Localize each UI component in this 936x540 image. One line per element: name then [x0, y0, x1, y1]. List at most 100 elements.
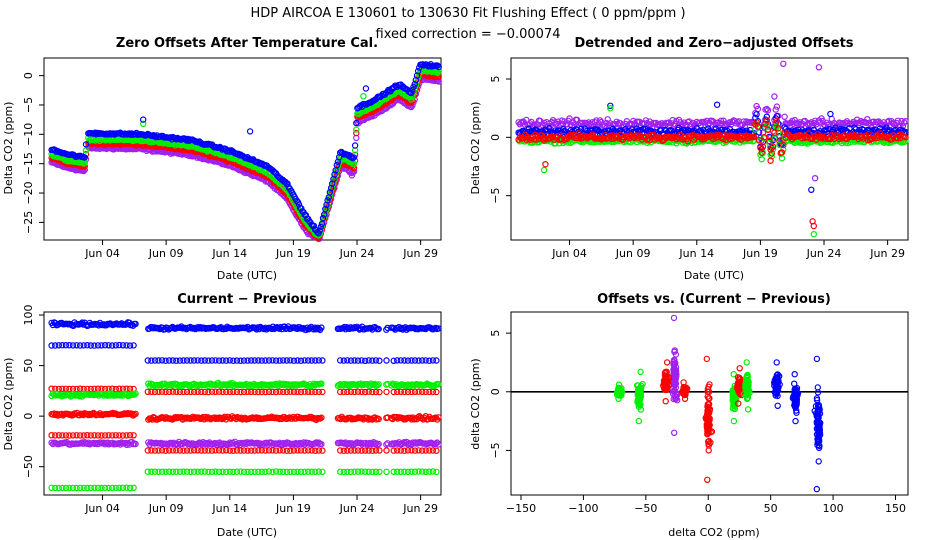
data-point: [637, 368, 644, 375]
data-point: [319, 468, 326, 475]
data-point: [815, 458, 822, 465]
x-tick-label: Jun 29: [402, 502, 438, 515]
data-point: [763, 105, 771, 113]
data-point: [324, 197, 331, 204]
data-point: [130, 432, 137, 439]
data-point: [127, 131, 134, 138]
data-point: [594, 126, 601, 133]
data-point: [383, 447, 390, 454]
data-point: [246, 128, 254, 135]
data-point: [862, 119, 870, 127]
data-point: [671, 429, 678, 436]
data-point: [540, 166, 548, 174]
plot-frame: [43, 57, 442, 241]
y-tick-label: −5: [22, 97, 35, 113]
data-point: [350, 160, 358, 167]
x-tick-label: Jun 19: [275, 502, 311, 515]
data-point: [326, 188, 334, 196]
x-tick-label: 50: [764, 502, 778, 515]
data-point: [322, 209, 329, 217]
plot-zero-offsets: Zero Offsets After Temperature Cal. Date…: [2, 36, 442, 282]
data-point: [670, 314, 678, 322]
data-point: [730, 417, 738, 425]
data-point: [902, 117, 909, 125]
data-point: [331, 171, 338, 178]
data-point: [764, 107, 772, 114]
data-point: [894, 117, 902, 125]
data-point: [542, 160, 549, 168]
data-point: [321, 213, 328, 221]
data-point: [316, 227, 323, 234]
data-point: [815, 64, 823, 71]
x-axis-label: Date (UTC): [217, 526, 277, 539]
y-axis-label: Delta CO2 (ppm): [469, 102, 482, 195]
data-point: [376, 388, 383, 396]
data-point: [566, 115, 573, 122]
x-tick-label: Jun 24: [806, 247, 842, 260]
data-point: [808, 186, 815, 193]
data-point: [82, 141, 90, 148]
data-point: [319, 357, 326, 364]
plot-title: Zero Offsets After Temperature Cal.: [116, 36, 378, 51]
data-point: [376, 447, 383, 454]
y-tick-label: 0: [489, 134, 502, 141]
data-point: [552, 127, 559, 134]
data-point: [663, 359, 671, 366]
data-point: [322, 205, 329, 213]
data-point: [771, 93, 778, 100]
y-tick-label: −20: [22, 181, 35, 204]
x-tick-label: Jun 24: [339, 502, 375, 515]
data-point: [408, 89, 415, 97]
data-point: [546, 124, 553, 132]
x-tick-label: 100: [823, 502, 844, 515]
data-point: [130, 342, 137, 349]
data-point: [901, 119, 908, 126]
data-point: [781, 113, 788, 121]
data-point: [763, 113, 771, 120]
data-point: [433, 447, 440, 454]
x-axis-label: Date (UTC): [217, 269, 277, 282]
x-tick-label: 0: [705, 502, 712, 515]
data-point: [813, 485, 821, 493]
data-point: [744, 406, 752, 413]
data-point: [774, 402, 781, 409]
x-tick-label: −50: [634, 502, 657, 515]
data-point: [351, 142, 359, 149]
x-axis-label: Date (UTC): [684, 269, 744, 282]
data-point: [383, 388, 390, 396]
data-point: [319, 388, 326, 396]
y-tick-label: 100: [22, 305, 35, 326]
x-tick-label: Jun 09: [615, 247, 651, 260]
x-tick-label: −150: [506, 502, 536, 515]
y-axis-label: delta CO2 (ppm): [469, 358, 482, 449]
data-point: [773, 359, 780, 366]
data-point: [743, 359, 750, 366]
data-point: [317, 223, 324, 231]
data-point: [813, 355, 821, 363]
data-point: [736, 365, 743, 372]
data-point: [383, 468, 390, 475]
plot-frame: [43, 311, 442, 496]
x-tick-label: Jun 09: [148, 502, 184, 515]
x-tick-label: Jun 14: [678, 247, 714, 260]
data-point: [327, 184, 335, 192]
y-tick-label: −25: [22, 211, 35, 234]
plot-frame: [510, 57, 909, 241]
x-tick-label: Jun 19: [275, 247, 311, 260]
x-tick-label: Jun 09: [148, 247, 184, 260]
plot-offsets-vs-difference: Offsets vs. (Current − Previous) delta C…: [469, 292, 909, 539]
data-point: [333, 161, 340, 169]
data-point: [810, 230, 818, 238]
y-tick-label: −15: [22, 152, 35, 175]
data-point: [434, 69, 441, 77]
data-point: [376, 357, 383, 364]
data-point: [670, 122, 678, 129]
data-point: [791, 371, 798, 378]
data-point: [703, 355, 711, 363]
y-tick-label: −50: [22, 455, 35, 478]
data-point: [662, 398, 669, 405]
y-tick-label: 0: [22, 413, 35, 420]
data-point: [353, 119, 360, 127]
x-tick-label: Jun 29: [869, 247, 905, 260]
